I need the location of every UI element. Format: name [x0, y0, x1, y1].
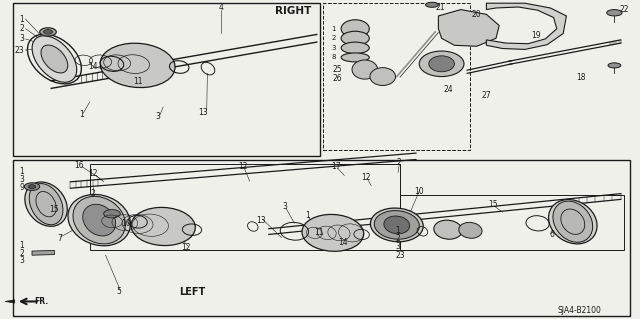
- Ellipse shape: [607, 10, 622, 16]
- Text: 10: 10: [121, 219, 131, 228]
- Polygon shape: [486, 3, 566, 49]
- Text: 3: 3: [19, 34, 24, 43]
- Text: 21: 21: [436, 4, 445, 12]
- Text: 10: 10: [414, 187, 424, 196]
- Text: 8: 8: [332, 55, 336, 60]
- Text: 16: 16: [74, 161, 84, 170]
- Ellipse shape: [341, 53, 369, 62]
- Text: 14: 14: [88, 63, 98, 71]
- Text: 1: 1: [396, 226, 400, 235]
- Text: 3: 3: [156, 112, 161, 121]
- Bar: [13, 160, 630, 316]
- Text: 27: 27: [481, 91, 492, 100]
- Text: 3: 3: [396, 242, 401, 251]
- Ellipse shape: [41, 45, 68, 73]
- Ellipse shape: [434, 220, 462, 239]
- Text: 2: 2: [397, 158, 402, 167]
- Text: 11: 11: [133, 77, 142, 85]
- Text: 3: 3: [332, 45, 336, 51]
- Ellipse shape: [341, 31, 369, 45]
- Text: 24: 24: [443, 85, 453, 94]
- Text: 1: 1: [20, 241, 24, 250]
- Ellipse shape: [352, 60, 378, 79]
- Text: 15: 15: [49, 205, 60, 214]
- Ellipse shape: [459, 222, 482, 238]
- Text: 2: 2: [396, 234, 400, 243]
- Ellipse shape: [83, 204, 116, 236]
- Text: 23: 23: [396, 251, 405, 260]
- Bar: [323, 3, 470, 150]
- Text: 19: 19: [531, 31, 541, 40]
- Ellipse shape: [341, 20, 369, 38]
- Text: 22: 22: [620, 5, 629, 14]
- Ellipse shape: [302, 214, 364, 251]
- Text: 7: 7: [57, 234, 62, 243]
- Text: 1: 1: [332, 26, 336, 32]
- Text: LEFT: LEFT: [179, 287, 205, 297]
- Polygon shape: [5, 300, 15, 303]
- Ellipse shape: [419, 51, 464, 77]
- Text: 5: 5: [116, 287, 121, 296]
- Text: 14: 14: [338, 238, 348, 247]
- Text: 26: 26: [333, 74, 342, 83]
- Text: 2: 2: [20, 24, 24, 33]
- Bar: [13, 3, 320, 156]
- Text: 12: 12: [88, 169, 97, 178]
- Ellipse shape: [426, 2, 438, 7]
- Text: 20: 20: [471, 10, 481, 19]
- Text: 1: 1: [20, 167, 24, 176]
- Text: 2: 2: [20, 249, 24, 258]
- Ellipse shape: [548, 199, 597, 244]
- Text: 18: 18: [576, 73, 586, 82]
- Ellipse shape: [44, 30, 52, 34]
- Ellipse shape: [100, 43, 175, 88]
- Text: RIGHT: RIGHT: [275, 6, 312, 16]
- Ellipse shape: [40, 28, 56, 36]
- Ellipse shape: [384, 216, 410, 234]
- Text: 1: 1: [79, 110, 84, 119]
- Text: 12: 12: [181, 243, 190, 252]
- Ellipse shape: [429, 56, 454, 72]
- Ellipse shape: [24, 183, 40, 190]
- Ellipse shape: [104, 210, 120, 218]
- Ellipse shape: [553, 201, 593, 242]
- Ellipse shape: [374, 211, 419, 239]
- Text: FR.: FR.: [34, 297, 48, 306]
- Text: 13: 13: [256, 216, 266, 225]
- Ellipse shape: [341, 42, 369, 54]
- Text: 3: 3: [19, 175, 24, 184]
- Ellipse shape: [131, 207, 195, 246]
- Text: 2: 2: [90, 189, 95, 198]
- Ellipse shape: [68, 195, 131, 246]
- Text: 17: 17: [331, 162, 341, 171]
- Bar: [90, 164, 400, 250]
- Text: 9: 9: [19, 183, 24, 192]
- Polygon shape: [438, 10, 499, 46]
- Ellipse shape: [29, 184, 63, 225]
- Ellipse shape: [608, 63, 621, 68]
- Ellipse shape: [28, 185, 36, 189]
- Text: 15: 15: [488, 200, 498, 209]
- Text: 12: 12: [239, 162, 248, 171]
- Text: 3: 3: [282, 202, 287, 211]
- Text: 25: 25: [333, 65, 342, 74]
- Ellipse shape: [371, 208, 423, 242]
- Ellipse shape: [32, 36, 77, 82]
- Text: 2: 2: [332, 35, 336, 41]
- Ellipse shape: [370, 68, 396, 85]
- Text: 12: 12: [362, 173, 371, 182]
- Text: 3: 3: [19, 256, 24, 265]
- Text: 13: 13: [198, 108, 208, 117]
- Text: 23: 23: [15, 46, 24, 55]
- Text: 1: 1: [20, 15, 24, 24]
- Ellipse shape: [73, 197, 125, 244]
- Text: 1: 1: [305, 211, 310, 220]
- Text: 4: 4: [218, 4, 223, 12]
- Text: 11: 11: [314, 228, 323, 237]
- Text: SJA4-B2100: SJA4-B2100: [557, 306, 602, 315]
- Polygon shape: [32, 250, 54, 255]
- Bar: [400, 195, 624, 250]
- Text: 6: 6: [549, 230, 554, 239]
- Ellipse shape: [25, 182, 67, 226]
